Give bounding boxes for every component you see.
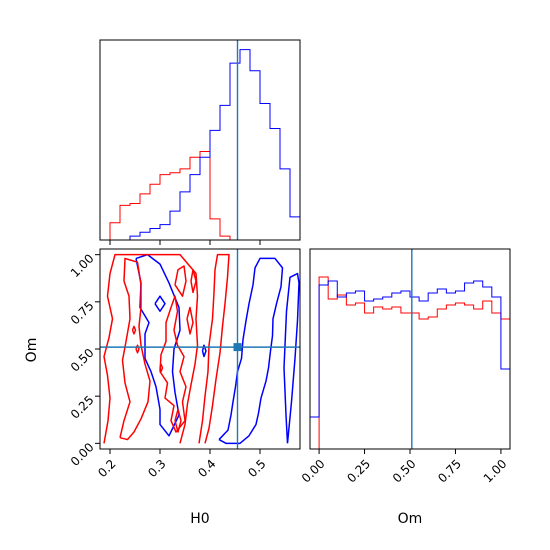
red-contour-line (131, 325, 137, 335)
om-histogram-frame (309, 248, 511, 450)
blue-contour-line (283, 272, 300, 444)
y-axis-label-om: Om (24, 338, 40, 363)
blue-contour-line (218, 257, 284, 445)
x-axis-label-h0: H0 (190, 511, 209, 527)
h0-histogram-frame (99, 39, 301, 241)
blue-contour-line (154, 295, 166, 313)
red-h0-histogram-line (100, 151, 300, 240)
blue-contour-line (135, 253, 181, 437)
h0-marginal-histogram-panel (99, 39, 301, 245)
h0-om-contour-panel: 0.2 0.3 0.4 0.5 0.00 0.25 0.50 0.75 1.00 (68, 248, 301, 480)
om-marginal-histogram-panel: 0.00 0.25 0.50 0.75 1.00 (299, 248, 511, 486)
om-y-tick-label: 0.00 (68, 440, 97, 469)
red-contour-line (174, 408, 182, 433)
blue-h0-histogram-line (100, 49, 300, 240)
om-x-tick-label: 0.00 (299, 457, 328, 486)
red-contour-line (119, 257, 151, 441)
om-x-tick-label: 0.25 (344, 457, 373, 486)
h0-x-tick-label: 0.2 (95, 457, 118, 480)
red-contour-line (174, 265, 187, 297)
red-contour-line (198, 253, 230, 444)
truth-marker (233, 343, 242, 352)
h0-x-tick-label: 0.5 (245, 457, 268, 480)
red-contour-line (135, 344, 140, 354)
red-contour-line (159, 295, 187, 433)
om-y-tick-label: 1.00 (68, 251, 97, 280)
om-x-tick-label: 1.00 (481, 457, 510, 486)
blue-om-histogram-line (310, 280, 510, 449)
red-contour-line (186, 306, 194, 335)
red-contour-line (159, 363, 164, 373)
red-contour-line (190, 269, 197, 294)
om-x-tick-label: 0.50 (390, 457, 419, 486)
h0-x-tick-label: 0.3 (145, 457, 168, 480)
om-y-tick-label: 0.75 (68, 299, 97, 328)
h0-x-tick-label: 0.4 (195, 457, 218, 480)
red-contour-line (103, 253, 199, 444)
x-axis-label-om: Om (398, 511, 423, 527)
om-y-tick-label: 0.50 (68, 346, 97, 375)
om-y-tick-label: 0.25 (68, 393, 97, 422)
red-om-histogram-line (310, 276, 510, 449)
om-x-tick-label: 0.75 (435, 457, 464, 486)
